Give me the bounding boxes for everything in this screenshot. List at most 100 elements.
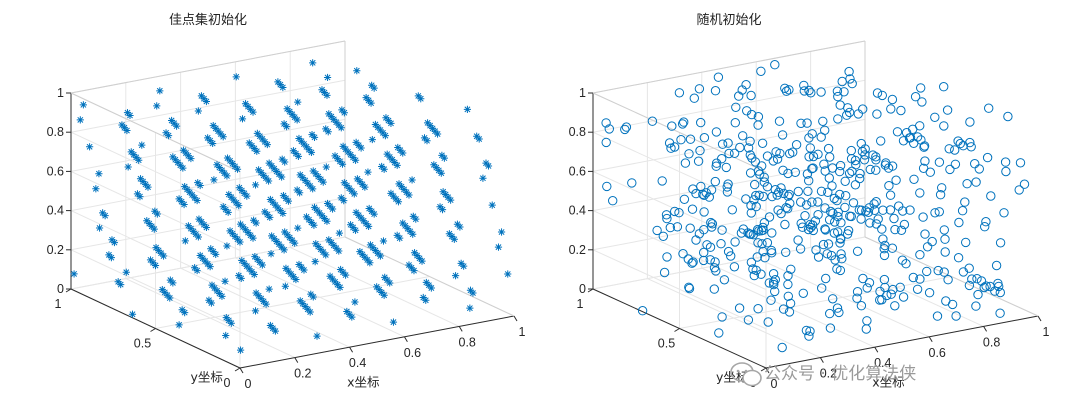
data-point xyxy=(413,251,421,260)
data-point xyxy=(295,260,303,269)
data-point xyxy=(312,170,320,178)
z-tick-label: 0.6 xyxy=(569,164,586,178)
data-point xyxy=(808,163,818,173)
data-point xyxy=(707,219,718,229)
data-point xyxy=(723,246,734,257)
data-point xyxy=(826,206,836,217)
data-point xyxy=(763,317,773,327)
data-point xyxy=(281,228,289,236)
z-tick-label: 1 xyxy=(57,86,64,100)
data-point xyxy=(243,192,251,200)
data-point xyxy=(783,279,793,290)
data-point xyxy=(724,148,734,159)
data-point xyxy=(865,164,875,175)
data-point xyxy=(807,129,817,139)
data-point xyxy=(414,92,422,100)
data-point xyxy=(306,182,314,190)
data-point xyxy=(915,188,925,198)
data-point xyxy=(601,118,611,128)
data-point xyxy=(265,285,273,293)
data-point xyxy=(256,132,264,140)
data-point xyxy=(274,204,282,212)
data-point xyxy=(1000,157,1011,167)
data-point xyxy=(412,215,420,223)
data-point xyxy=(785,298,796,309)
data-point xyxy=(335,229,343,237)
data-point xyxy=(784,85,794,95)
data-point xyxy=(315,209,324,217)
data-point xyxy=(806,88,816,98)
data-point xyxy=(376,252,385,260)
data-point xyxy=(448,232,456,241)
data-point xyxy=(825,152,835,162)
data-point xyxy=(883,163,894,173)
data-point xyxy=(271,327,279,335)
data-point xyxy=(796,118,806,129)
data-point xyxy=(947,299,958,310)
data-point xyxy=(804,176,814,186)
data-point xyxy=(336,283,344,291)
data-point xyxy=(256,258,264,266)
data-point xyxy=(213,287,221,295)
data-point xyxy=(387,189,395,197)
data-point xyxy=(148,222,156,230)
data-point xyxy=(410,249,419,257)
x-axis-label: x坐标 xyxy=(872,375,904,390)
data-point xyxy=(353,175,361,183)
data-point xyxy=(263,140,271,149)
data-point xyxy=(362,93,370,102)
data-point xyxy=(754,190,764,201)
data-point xyxy=(311,258,319,266)
data-point xyxy=(749,270,759,281)
data-point xyxy=(363,256,371,264)
data-point xyxy=(479,174,487,182)
data-point xyxy=(245,139,253,147)
data-point xyxy=(338,106,346,114)
data-point xyxy=(670,206,680,217)
data-point xyxy=(807,197,817,207)
data-point xyxy=(939,267,949,277)
data-point xyxy=(327,113,335,121)
data-point xyxy=(430,161,438,169)
data-point xyxy=(798,288,808,298)
data-point xyxy=(967,274,977,284)
data-point xyxy=(934,207,944,217)
data-point xyxy=(482,159,490,167)
data-point xyxy=(852,246,863,257)
data-point xyxy=(184,152,192,160)
data-point xyxy=(466,286,475,294)
grid-line xyxy=(592,210,767,291)
data-point xyxy=(899,219,910,230)
data-point xyxy=(776,208,786,219)
data-point xyxy=(296,297,304,305)
x-tick-mark xyxy=(819,357,824,363)
data-point xyxy=(356,177,364,186)
data-point xyxy=(709,284,719,294)
data-point xyxy=(915,121,925,131)
data-point xyxy=(181,182,189,191)
data-point xyxy=(275,170,283,178)
data-point xyxy=(925,167,935,177)
data-point xyxy=(266,213,274,221)
data-point xyxy=(366,241,375,249)
data-point xyxy=(621,122,632,132)
data-point xyxy=(939,82,949,92)
data-point xyxy=(409,230,417,238)
data-point xyxy=(843,103,853,113)
data-point xyxy=(251,181,260,189)
data-point xyxy=(438,151,446,159)
data-point xyxy=(811,245,821,255)
data-point xyxy=(351,298,359,306)
data-point xyxy=(380,291,388,299)
data-point xyxy=(320,214,329,223)
data-point xyxy=(662,252,672,262)
data-point xyxy=(762,182,773,192)
data-point xyxy=(358,250,366,258)
data-point xyxy=(194,179,202,187)
grid-line xyxy=(155,276,430,329)
data-point xyxy=(469,289,477,297)
data-point xyxy=(901,259,911,269)
data-point xyxy=(659,267,670,278)
data-point xyxy=(345,310,353,318)
data-point xyxy=(892,127,903,137)
